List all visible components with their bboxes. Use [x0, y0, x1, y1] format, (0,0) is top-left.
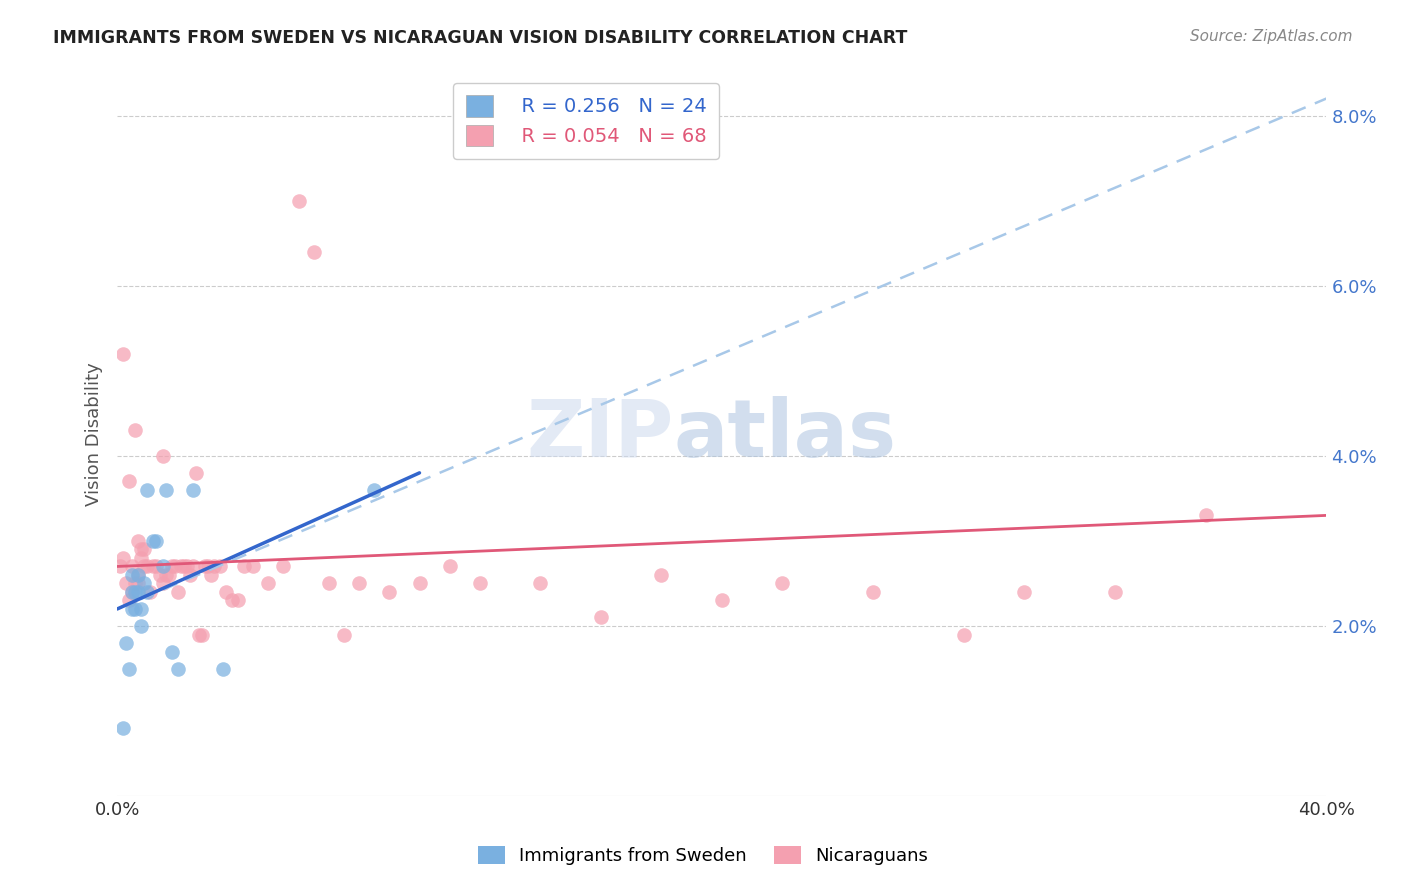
Point	[202, 559, 225, 574]
Point	[408, 576, 430, 591]
Point	[118, 475, 141, 489]
Point	[170, 559, 193, 574]
Point	[127, 533, 149, 548]
Point	[200, 568, 222, 582]
Point	[134, 542, 156, 557]
Point	[121, 559, 143, 574]
Point	[108, 559, 131, 574]
Point	[191, 627, 214, 641]
Point	[184, 466, 207, 480]
Point	[347, 576, 370, 591]
Point	[152, 449, 174, 463]
Point	[468, 576, 491, 591]
Point	[121, 602, 143, 616]
Point	[142, 533, 165, 548]
Point	[179, 568, 201, 582]
Point	[333, 627, 356, 641]
Point	[226, 593, 249, 607]
Legend: Immigrants from Sweden, Nicaraguans: Immigrants from Sweden, Nicaraguans	[471, 838, 935, 872]
Legend:   R = 0.256   N = 24,   R = 0.054   N = 68: R = 0.256 N = 24, R = 0.054 N = 68	[453, 83, 720, 159]
Point	[127, 576, 149, 591]
Point	[145, 559, 167, 574]
Point	[242, 559, 264, 574]
Point	[439, 559, 461, 574]
Point	[127, 568, 149, 582]
Point	[1194, 508, 1216, 523]
Point	[770, 576, 793, 591]
Point	[152, 576, 174, 591]
Point	[121, 568, 143, 582]
Point	[157, 568, 180, 582]
Point	[1104, 585, 1126, 599]
Point	[181, 483, 204, 497]
Point	[148, 568, 170, 582]
Point	[187, 627, 209, 641]
Point	[136, 559, 159, 574]
Point	[152, 559, 174, 574]
Point	[166, 585, 188, 599]
Point	[212, 661, 235, 675]
Point	[650, 568, 672, 582]
Point	[302, 244, 325, 259]
Point	[142, 559, 165, 574]
Point	[862, 585, 884, 599]
Point	[287, 194, 309, 208]
Point	[118, 593, 141, 607]
Point	[115, 636, 138, 650]
Point	[127, 585, 149, 599]
Point	[112, 721, 135, 735]
Point	[233, 559, 256, 574]
Point	[134, 559, 156, 574]
Point	[221, 593, 243, 607]
Point	[145, 533, 167, 548]
Point	[318, 576, 340, 591]
Text: IMMIGRANTS FROM SWEDEN VS NICARAGUAN VISION DISABILITY CORRELATION CHART: IMMIGRANTS FROM SWEDEN VS NICARAGUAN VIS…	[53, 29, 908, 46]
Point	[127, 568, 149, 582]
Point	[131, 602, 153, 616]
Point	[952, 627, 974, 641]
Point	[121, 585, 143, 599]
Point	[136, 585, 159, 599]
Point	[112, 347, 135, 361]
Point	[134, 576, 156, 591]
Point	[589, 610, 612, 624]
Text: atlas: atlas	[673, 395, 897, 474]
Text: Source: ZipAtlas.com: Source: ZipAtlas.com	[1189, 29, 1353, 44]
Point	[194, 559, 217, 574]
Point	[118, 661, 141, 675]
Point	[155, 568, 177, 582]
Point	[208, 559, 231, 574]
Point	[124, 423, 146, 437]
Point	[173, 559, 195, 574]
Point	[197, 559, 219, 574]
Point	[163, 559, 186, 574]
Point	[160, 559, 183, 574]
Point	[378, 585, 401, 599]
Point	[124, 585, 146, 599]
Point	[529, 576, 551, 591]
Point	[115, 576, 138, 591]
Point	[136, 483, 159, 497]
Point	[166, 661, 188, 675]
Y-axis label: Vision Disability: Vision Disability	[86, 363, 103, 507]
Point	[181, 559, 204, 574]
Point	[215, 585, 238, 599]
Point	[257, 576, 280, 591]
Point	[1012, 585, 1035, 599]
Text: ZIP: ZIP	[526, 395, 673, 474]
Point	[273, 559, 295, 574]
Point	[155, 483, 177, 497]
Point	[121, 585, 143, 599]
Point	[176, 559, 198, 574]
Point	[131, 542, 153, 557]
Point	[363, 483, 385, 497]
Point	[124, 602, 146, 616]
Point	[131, 619, 153, 633]
Point	[139, 585, 162, 599]
Point	[131, 550, 153, 565]
Point	[160, 644, 183, 658]
Point	[710, 593, 733, 607]
Point	[124, 576, 146, 591]
Point	[112, 550, 135, 565]
